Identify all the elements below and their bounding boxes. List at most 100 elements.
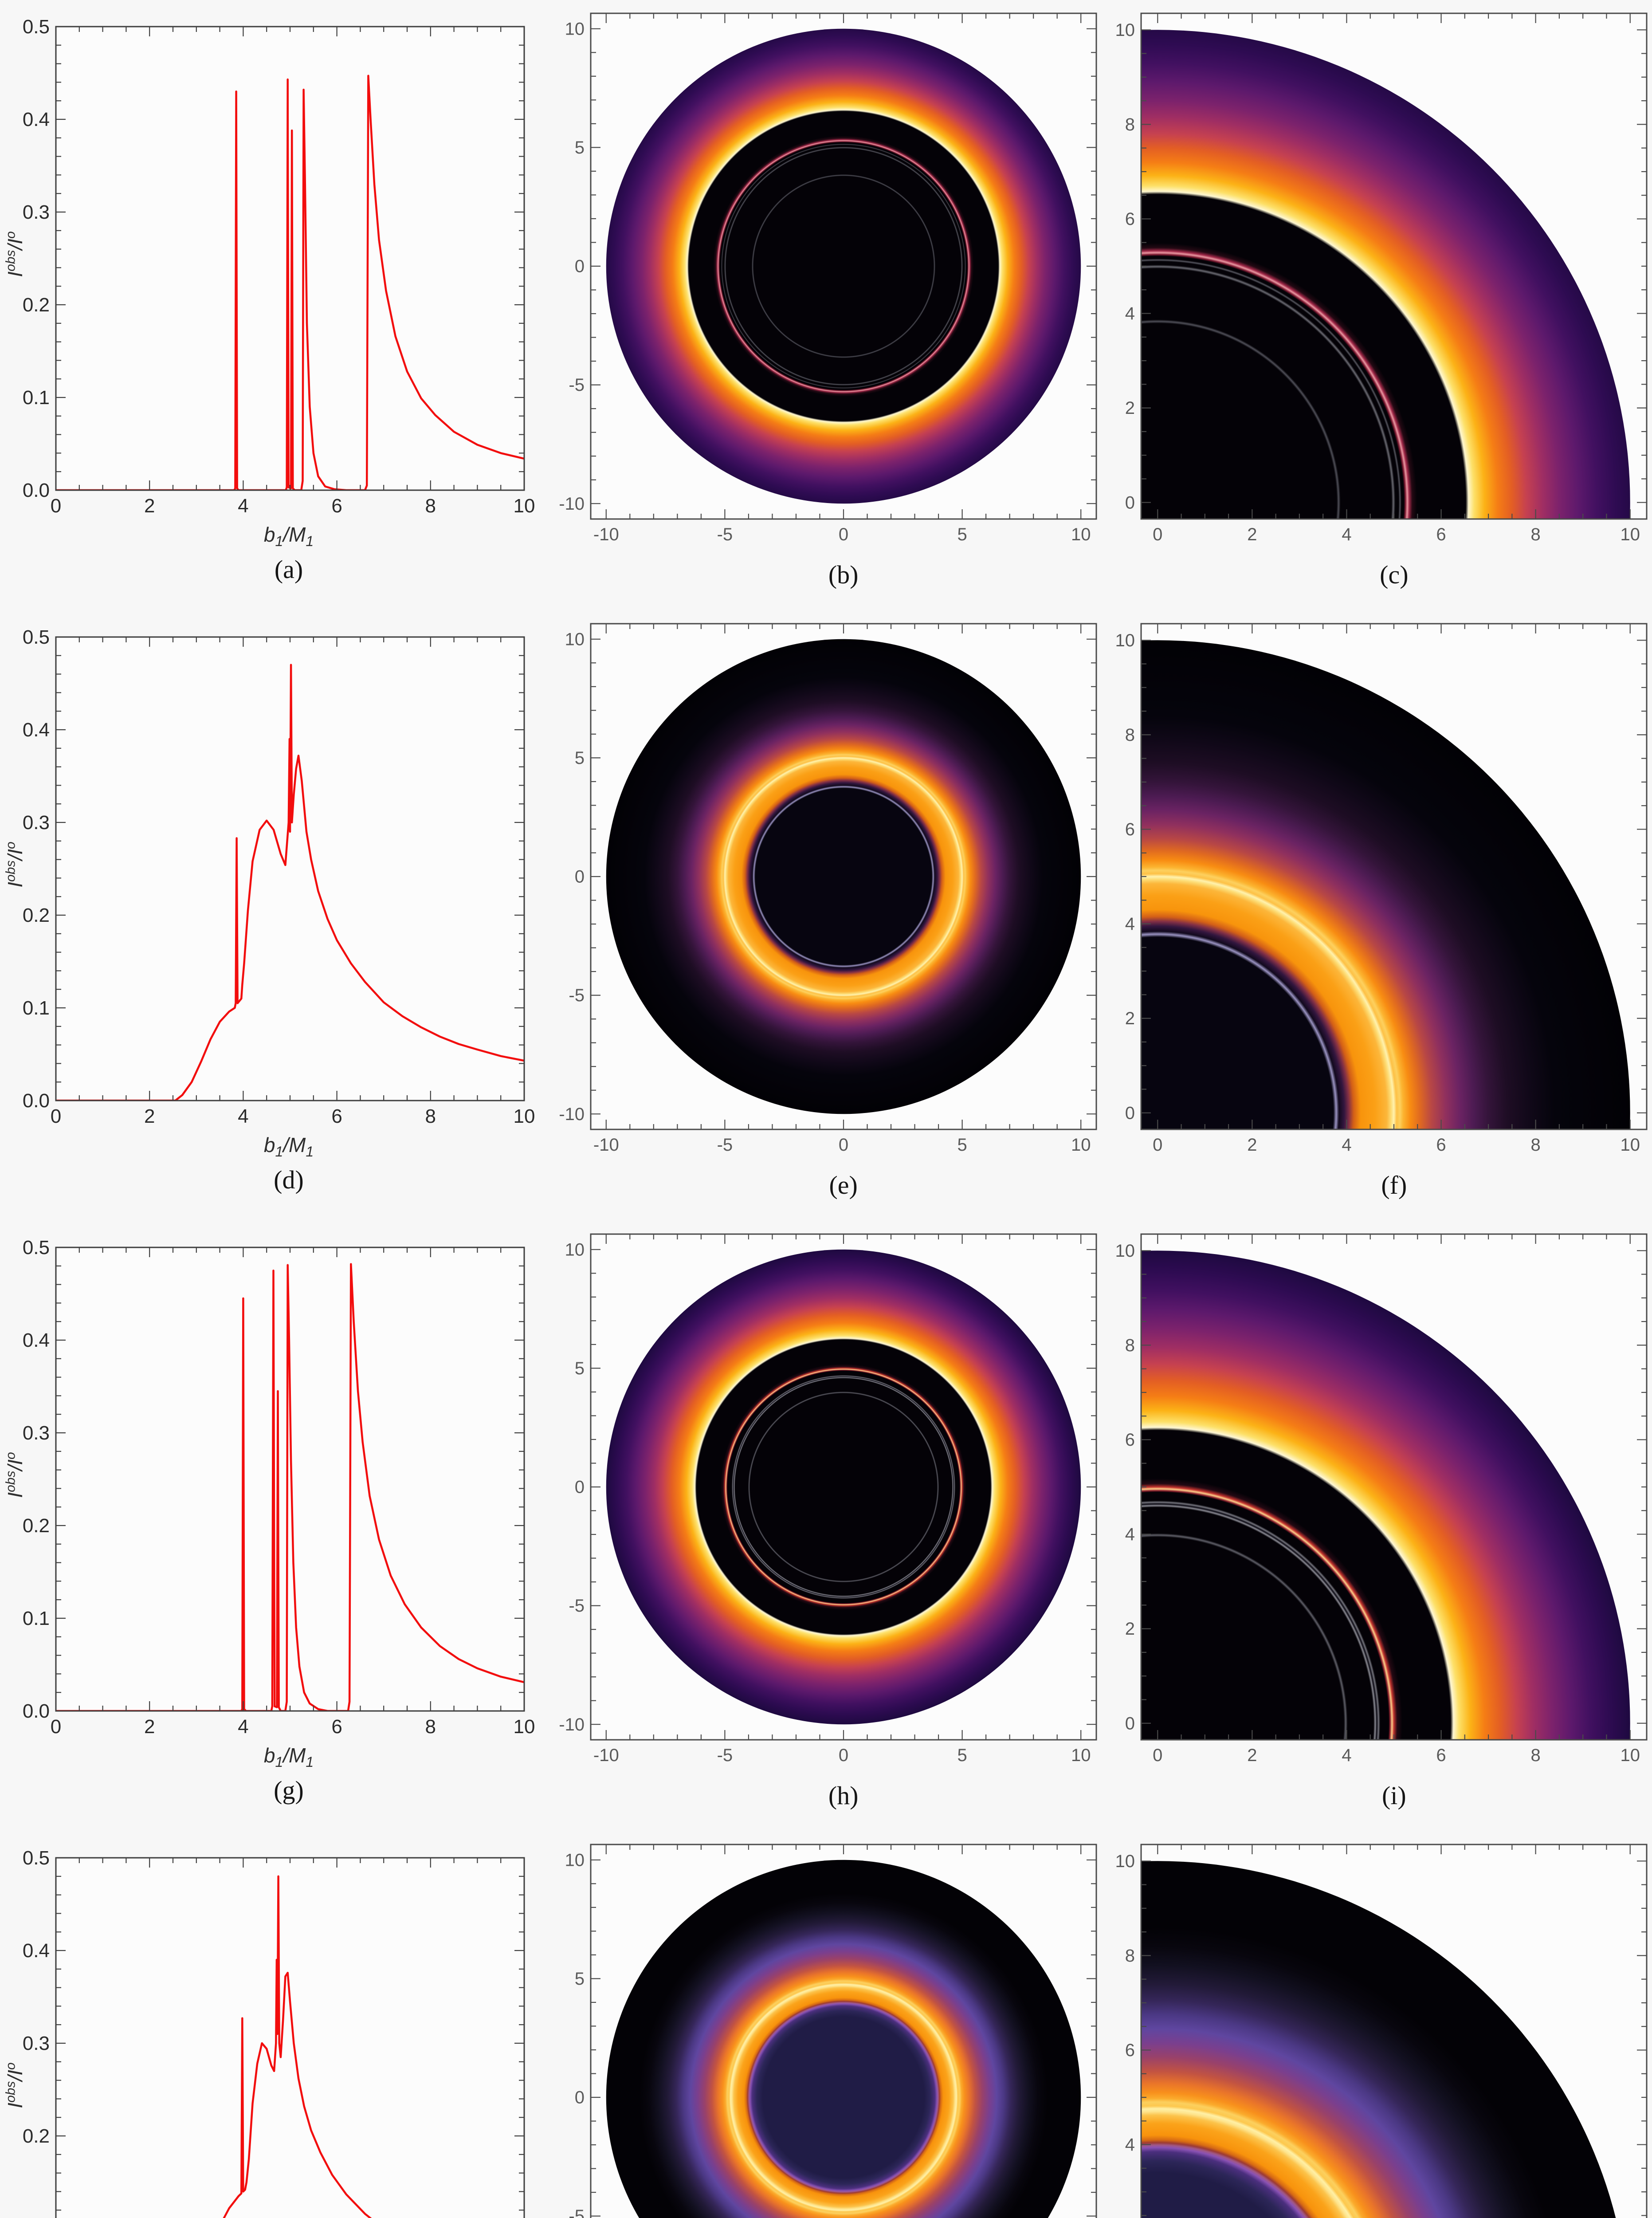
- svg-text:10: 10: [514, 495, 535, 517]
- svg-text:4: 4: [1125, 1525, 1135, 1544]
- svg-text:-5: -5: [569, 1596, 585, 1616]
- svg-text:4: 4: [1342, 1135, 1352, 1155]
- panel-caption-f: (f): [1381, 1171, 1407, 1199]
- svg-text:2: 2: [144, 1716, 155, 1738]
- svg-text:2: 2: [1248, 525, 1257, 544]
- panel-a: 0 2 4 6 8 10 0.0 0.1 0.2 0.3 0.4 0.5 Iobs/Io b1/M1 …: [0, 0, 551, 610]
- panel-f: 0 2 4 6 8 10 0 2 4 6 8 10 (f): [1101, 610, 1652, 1221]
- svg-text:-5: -5: [717, 1135, 733, 1155]
- panel-e: -10 -5 0 5 10 -10 -5 0 5 10 (e): [551, 610, 1102, 1221]
- svg-text:10: 10: [1071, 1135, 1091, 1155]
- y-axis-label: Iobs/Io: [3, 842, 27, 888]
- svg-text:2: 2: [1248, 1135, 1257, 1155]
- svg-text:0.4: 0.4: [23, 1329, 50, 1351]
- panel-caption-i: (i): [1381, 1781, 1406, 1810]
- shadow-image-e: -10 -5 0 5 10 -10 -5 0 5 10: [559, 623, 1097, 1155]
- svg-text:5: 5: [574, 1359, 584, 1378]
- svg-text:0: 0: [1153, 525, 1162, 544]
- svg-text:10: 10: [1115, 1852, 1135, 1871]
- svg-text:8: 8: [1531, 1135, 1541, 1155]
- shadow-image-b: -10 -5 0 5 10 -10 -5 0 5 10: [559, 12, 1097, 544]
- svg-text:0.4: 0.4: [23, 1940, 50, 1962]
- svg-text:6: 6: [1125, 1430, 1135, 1450]
- svg-text:0.0: 0.0: [23, 1700, 50, 1722]
- svg-text:-10: -10: [559, 494, 585, 514]
- svg-text:0.3: 0.3: [23, 1422, 50, 1444]
- svg-text:10: 10: [1621, 1746, 1640, 1765]
- line-plot-g: 0 2 4 6 8 10 0.0 0.1 0.2 0.3 0.4 0.5: [23, 1237, 535, 1738]
- svg-text:8: 8: [425, 495, 436, 517]
- svg-text:8: 8: [425, 1105, 436, 1127]
- svg-text:0.0: 0.0: [23, 1090, 50, 1112]
- panel-h: -10 -5 0 5 10 -10 -5 0 5 10 (h): [551, 1221, 1102, 1831]
- y-axis-label: Iobs/Io: [3, 2062, 27, 2108]
- line-plot-d: 0 2 4 6 8 10 0.0 0.1 0.2 0.3 0.4 0.5: [23, 626, 535, 1127]
- svg-text:0: 0: [574, 2088, 584, 2108]
- panel-caption-e: (e): [829, 1171, 858, 1199]
- x-axis-label: b1/M1: [263, 523, 314, 550]
- x-axis-label: b1/M1: [263, 1744, 314, 1770]
- svg-text:0: 0: [574, 257, 584, 276]
- svg-text:4: 4: [238, 1716, 248, 1738]
- svg-text:4: 4: [238, 1105, 248, 1127]
- svg-text:6: 6: [331, 495, 342, 517]
- panel-d: 0 2 4 6 8 10 0.0 0.1 0.2 0.3 0.4 0.5 Iobs/Io b1/M1 …: [0, 610, 551, 1221]
- svg-text:0.5: 0.5: [23, 1847, 50, 1869]
- svg-text:0.3: 0.3: [23, 2033, 50, 2054]
- svg-text:0: 0: [1125, 1103, 1135, 1123]
- svg-text:-5: -5: [717, 1746, 733, 1765]
- svg-text:0: 0: [51, 1716, 61, 1738]
- svg-text:8: 8: [1531, 1746, 1541, 1765]
- panel-caption-b: (b): [828, 560, 859, 589]
- svg-text:0: 0: [51, 1105, 61, 1127]
- panel-i: 0 2 4 6 8 10 0 2 4 6 8 10 (i): [1101, 1221, 1652, 1831]
- svg-text:2: 2: [144, 495, 155, 517]
- svg-text:8: 8: [1125, 115, 1135, 134]
- svg-text:5: 5: [957, 1135, 967, 1155]
- svg-text:0.2: 0.2: [23, 1515, 50, 1537]
- svg-text:4: 4: [238, 495, 248, 517]
- x-axis-label: b1/M1: [263, 1133, 314, 1160]
- y-axis-label: Iobs/Io: [3, 231, 27, 277]
- shadow-image-zoom-i: 0 2 4 6 8 10 0 2 4 6 8 10: [1115, 1233, 1648, 1765]
- svg-text:8: 8: [1125, 1946, 1135, 1966]
- svg-text:10: 10: [565, 19, 585, 39]
- svg-text:5: 5: [957, 1746, 967, 1765]
- svg-text:-10: -10: [559, 1715, 585, 1734]
- svg-text:0: 0: [839, 525, 848, 544]
- svg-text:-5: -5: [717, 525, 733, 544]
- svg-text:10: 10: [565, 629, 585, 649]
- svg-text:10: 10: [565, 1240, 585, 1259]
- svg-text:0.2: 0.2: [23, 905, 50, 926]
- svg-text:0.1: 0.1: [23, 387, 50, 409]
- svg-text:6: 6: [1125, 2041, 1135, 2060]
- svg-text:0: 0: [1125, 493, 1135, 512]
- svg-text:5: 5: [574, 138, 584, 157]
- svg-text:8: 8: [1125, 1336, 1135, 1355]
- svg-text:0.5: 0.5: [23, 16, 50, 38]
- svg-text:0: 0: [1125, 1714, 1135, 1733]
- svg-text:10: 10: [514, 1716, 535, 1738]
- svg-text:0: 0: [1153, 1135, 1162, 1155]
- svg-text:0: 0: [574, 1478, 584, 1497]
- svg-text:10: 10: [1071, 1746, 1091, 1765]
- svg-text:6: 6: [331, 1716, 342, 1738]
- svg-text:0.5: 0.5: [23, 626, 50, 648]
- panel-b: -10 -5 0 5 10 -10 -5 0 5 10 (b): [551, 0, 1102, 610]
- svg-text:0.5: 0.5: [23, 1237, 50, 1258]
- svg-text:5: 5: [957, 525, 967, 544]
- svg-text:8: 8: [1125, 725, 1135, 745]
- svg-text:5: 5: [574, 748, 584, 768]
- panel-caption-g: (g): [274, 1776, 304, 1805]
- svg-text:0.2: 0.2: [23, 2125, 50, 2147]
- svg-text:6: 6: [1436, 525, 1446, 544]
- svg-text:6: 6: [1125, 820, 1135, 839]
- svg-text:-10: -10: [559, 1105, 585, 1124]
- svg-text:10: 10: [1115, 1241, 1135, 1261]
- svg-text:-5: -5: [569, 375, 585, 395]
